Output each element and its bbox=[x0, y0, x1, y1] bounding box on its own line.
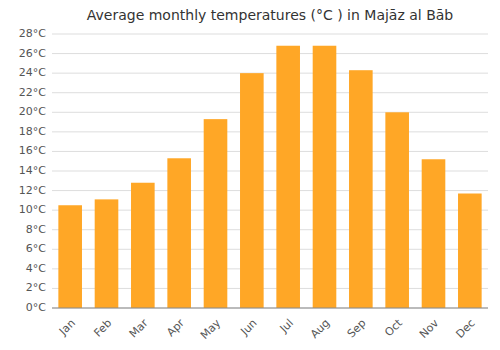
y-tick-label: 0°C bbox=[26, 301, 46, 314]
title: Average monthly temperatures (°C ) in Ma… bbox=[87, 7, 454, 23]
x-tick-label: Oct bbox=[382, 316, 405, 339]
grid-line bbox=[52, 73, 488, 74]
bar bbox=[240, 73, 264, 308]
bar bbox=[204, 119, 228, 308]
y-tick-label: 2°C bbox=[26, 281, 46, 294]
y-tick-label: 28°C bbox=[19, 27, 46, 40]
y-tick-label: 12°C bbox=[19, 184, 46, 197]
x-tick-label: Mar bbox=[127, 316, 151, 340]
x-tick-label: Aug bbox=[308, 317, 332, 341]
grid-line bbox=[52, 308, 488, 309]
y-tick-label: 16°C bbox=[19, 144, 46, 157]
x-tick-label: Feb bbox=[91, 317, 114, 340]
bar bbox=[95, 199, 119, 308]
y-tick-label: 20°C bbox=[19, 105, 46, 118]
bar bbox=[167, 158, 191, 308]
x-tick-label: May bbox=[198, 316, 224, 342]
y-tick-label: 8°C bbox=[26, 223, 46, 236]
x-axis: Jan Feb Mar Apr May Jun Jul Aug Sep Oct Nov Dec bbox=[56, 316, 478, 342]
x-tick-label: Jul bbox=[277, 317, 296, 336]
x-tick-label: Nov bbox=[417, 316, 442, 341]
grid-line bbox=[52, 112, 488, 113]
x-tick-label: Jan bbox=[56, 317, 78, 339]
bars bbox=[58, 46, 481, 308]
grid-line bbox=[52, 92, 488, 93]
bar bbox=[349, 70, 373, 308]
bar bbox=[385, 112, 409, 308]
y-tick-label: 26°C bbox=[19, 47, 46, 60]
x-tick-label: Jun bbox=[238, 317, 260, 339]
chart: 0°C 2°C 4°C 6°C 8°C 10°C 12°C 14°C 16°C 18°C 20°C 2… bbox=[0, 0, 500, 350]
y-tick-label: 4°C bbox=[26, 262, 46, 275]
grid bbox=[52, 34, 488, 308]
y-tick-label: 18°C bbox=[19, 125, 46, 138]
x-axis-line bbox=[52, 308, 488, 309]
y-tick-label: 6°C bbox=[26, 242, 46, 255]
bar bbox=[458, 194, 482, 308]
x-tick-label: Sep bbox=[345, 317, 369, 341]
grid-line bbox=[52, 34, 488, 35]
grid-line bbox=[52, 151, 488, 152]
grid-line bbox=[52, 53, 488, 54]
bar bbox=[276, 46, 300, 308]
x-tick-label: Dec bbox=[453, 317, 477, 341]
grid-line bbox=[52, 131, 488, 132]
y-tick-label: 10°C bbox=[19, 203, 46, 216]
bar bbox=[58, 205, 82, 308]
bar bbox=[313, 46, 337, 308]
x-tick-label: Apr bbox=[164, 316, 187, 339]
y-axis: 0°C 2°C 4°C 6°C 8°C 10°C 12°C 14°C 16°C 18°C 20°C 2… bbox=[19, 27, 46, 314]
y-tick-label: 14°C bbox=[19, 164, 46, 177]
y-tick-label: 22°C bbox=[19, 86, 46, 99]
bar bbox=[422, 159, 446, 308]
bar bbox=[131, 183, 155, 308]
y-tick-label: 24°C bbox=[19, 66, 46, 79]
